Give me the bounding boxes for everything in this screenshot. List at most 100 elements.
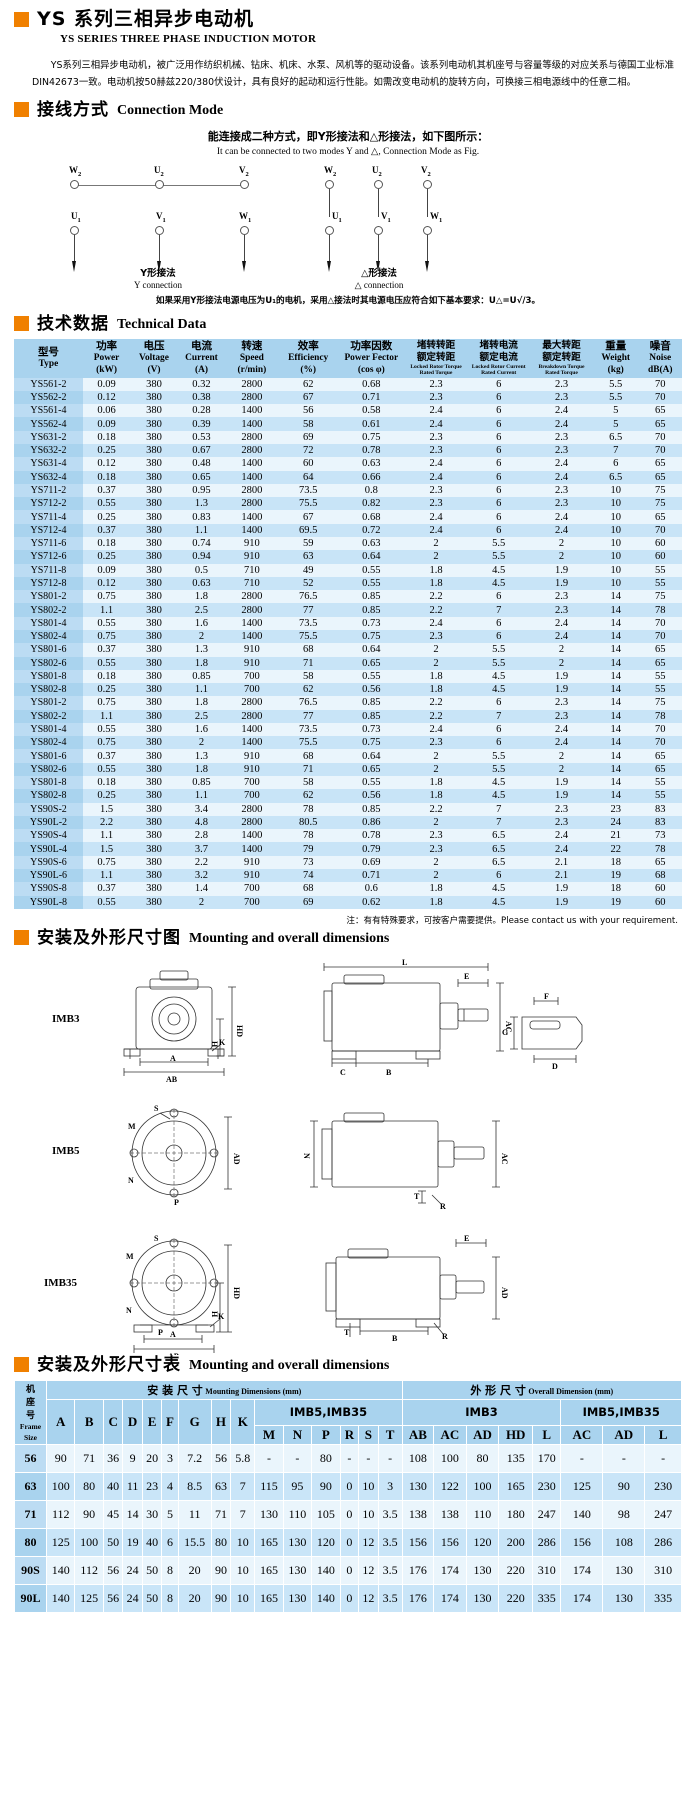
- dims-cell: 130: [602, 1555, 646, 1585]
- dims-cell: 56: [102, 1555, 124, 1585]
- svg-text:G: G: [502, 1028, 508, 1037]
- table-cell: 10: [593, 550, 639, 564]
- table-row: YS801-8 0.18 380 0.85 700 58 0.55 1.8 4.5 1.9 14 55: [14, 669, 682, 684]
- dimensions-heading: 安装及外形尺寸表 Mounting and overall dimensions: [14, 1356, 682, 1374]
- dims-cell: 71: [210, 1499, 232, 1529]
- table-cell: 2.3: [530, 696, 593, 710]
- table-cell: 2: [530, 643, 593, 657]
- dims-cell: 20: [177, 1583, 212, 1613]
- table-cell: 0.85: [337, 590, 405, 604]
- table-cell: 60: [638, 550, 682, 564]
- svg-text:D: D: [552, 1062, 558, 1071]
- dimension-drawings: IMB3 IMB5 IMB35: [14, 955, 682, 1355]
- table-cell: 10: [593, 523, 639, 537]
- table-cell: 55: [638, 576, 682, 591]
- table-cell: YS631-2: [14, 430, 83, 444]
- table-cell: 5.5: [467, 536, 531, 551]
- table-cell: 14: [593, 616, 639, 630]
- table-cell: 0.25: [82, 444, 131, 458]
- dims-frame-cell: 63: [14, 1471, 47, 1501]
- table-cell: 0.75: [337, 430, 405, 444]
- dims-letter: H: [215, 1413, 227, 1429]
- table-cell: 65: [638, 457, 682, 471]
- table-cell: YS90L-6: [14, 869, 83, 883]
- table-cell: 0.75: [82, 696, 131, 710]
- dims-cell: 20: [177, 1555, 212, 1585]
- dims-table-row: 56 90 71 36 9 20 3 7.2 56 5.8- -80- - -108 100 80 135 17…: [14, 1443, 682, 1473]
- table-cell: 1.5: [82, 802, 131, 816]
- table-row: YS562-2 0.12 380 0.38 2800 67 0.71 2.3 6 2.3 5.5 70: [14, 390, 682, 405]
- table-cell: 70: [638, 430, 682, 444]
- table-cell: YS712-8: [14, 576, 83, 591]
- table-cell: 380: [130, 417, 178, 431]
- drawings-heading-cn: 安装及外形尺寸图: [37, 927, 181, 948]
- table-cell: 65: [638, 855, 682, 869]
- lead-line-w1: [427, 234, 429, 265]
- dims-cell: 174: [560, 1583, 604, 1613]
- tech-col-cn: 功率: [96, 340, 118, 353]
- table-cell: 70: [638, 377, 682, 391]
- table-cell: 2.2: [404, 802, 468, 816]
- table-cell: 0.85: [337, 802, 405, 816]
- table-cell: 67: [278, 390, 338, 405]
- table-cell: 0.5: [177, 563, 226, 577]
- table-cell: 1400: [225, 404, 279, 418]
- table-cell: 78: [278, 829, 338, 843]
- table-cell: 1.9: [530, 789, 593, 803]
- table-cell: 75: [638, 696, 682, 710]
- drawing-label-imb35: IMB35: [44, 1276, 77, 1289]
- dims-letter: AD: [614, 1426, 634, 1442]
- table-cell: YS802-4: [14, 629, 83, 644]
- table-cell: 0.65: [337, 656, 405, 670]
- table-cell: 0.85: [337, 696, 405, 710]
- terminal-label-v2: V2: [421, 164, 431, 178]
- y-connection-figure: W2 U2 V2 U1 V1 W1: [69, 165, 279, 290]
- tech-col-cn2: 额定转距: [416, 351, 456, 363]
- subgroup-label: IMB5,IMB35: [289, 1405, 368, 1420]
- table-cell: 2.3: [404, 842, 468, 856]
- table-cell: 70: [638, 390, 682, 405]
- dims-frame-cell: 90S: [14, 1555, 47, 1585]
- table-cell: 14: [593, 669, 639, 684]
- table-cell: 380: [130, 576, 178, 591]
- table-cell: 0.18: [82, 536, 131, 551]
- table-cell: 2.4: [404, 417, 468, 431]
- dims-cell: 7: [230, 1471, 256, 1501]
- table-cell: 380: [130, 457, 178, 471]
- dims-cell: 165: [254, 1555, 284, 1585]
- dims-cell: 10: [358, 1499, 379, 1529]
- dims-cell: 110: [465, 1499, 500, 1529]
- table-cell: 1.6: [177, 616, 226, 630]
- dims-cell: 140: [45, 1555, 76, 1585]
- dimensions-heading-en: Mounting and overall dimensions: [189, 1357, 390, 1373]
- lead-arrow-u1: [327, 260, 331, 272]
- table-cell: 58: [278, 669, 338, 684]
- svg-text:R: R: [440, 1202, 446, 1211]
- link-line-3: [427, 188, 429, 217]
- table-cell: 2: [404, 749, 468, 763]
- dims-cell: -: [282, 1443, 313, 1473]
- table-cell: 0.32: [177, 377, 226, 391]
- table-cell: 71: [278, 656, 338, 670]
- table-cell: 6: [467, 457, 531, 471]
- table-cell: 2.3: [530, 709, 593, 723]
- table-cell: 1400: [225, 842, 279, 856]
- table-cell: YS801-2: [14, 590, 83, 604]
- tech-col-en2: Rated Current: [481, 370, 517, 377]
- table-cell: 2: [404, 643, 468, 657]
- terminal-label-w1: W1: [430, 210, 443, 224]
- table-cell: 2800: [225, 603, 279, 617]
- table-cell: 1.8: [404, 776, 468, 790]
- table-cell: 380: [130, 470, 178, 484]
- dims-letter: M: [262, 1426, 276, 1442]
- table-cell: 60: [638, 882, 682, 896]
- table-cell: 0.25: [82, 683, 131, 697]
- table-cell: 380: [130, 497, 178, 511]
- technical-section: 技术数据 Technical Data 型号 Type 功率 Power (kW) 电压 V…: [14, 315, 682, 926]
- orange-square-icon: [14, 929, 29, 945]
- table-cell: 1.8: [177, 696, 226, 710]
- drawing-label-imb5: IMB5: [52, 1144, 80, 1157]
- table-cell: 380: [130, 709, 178, 723]
- table-cell: 2.3: [404, 629, 468, 644]
- tech-col-en: Speed: [239, 353, 264, 364]
